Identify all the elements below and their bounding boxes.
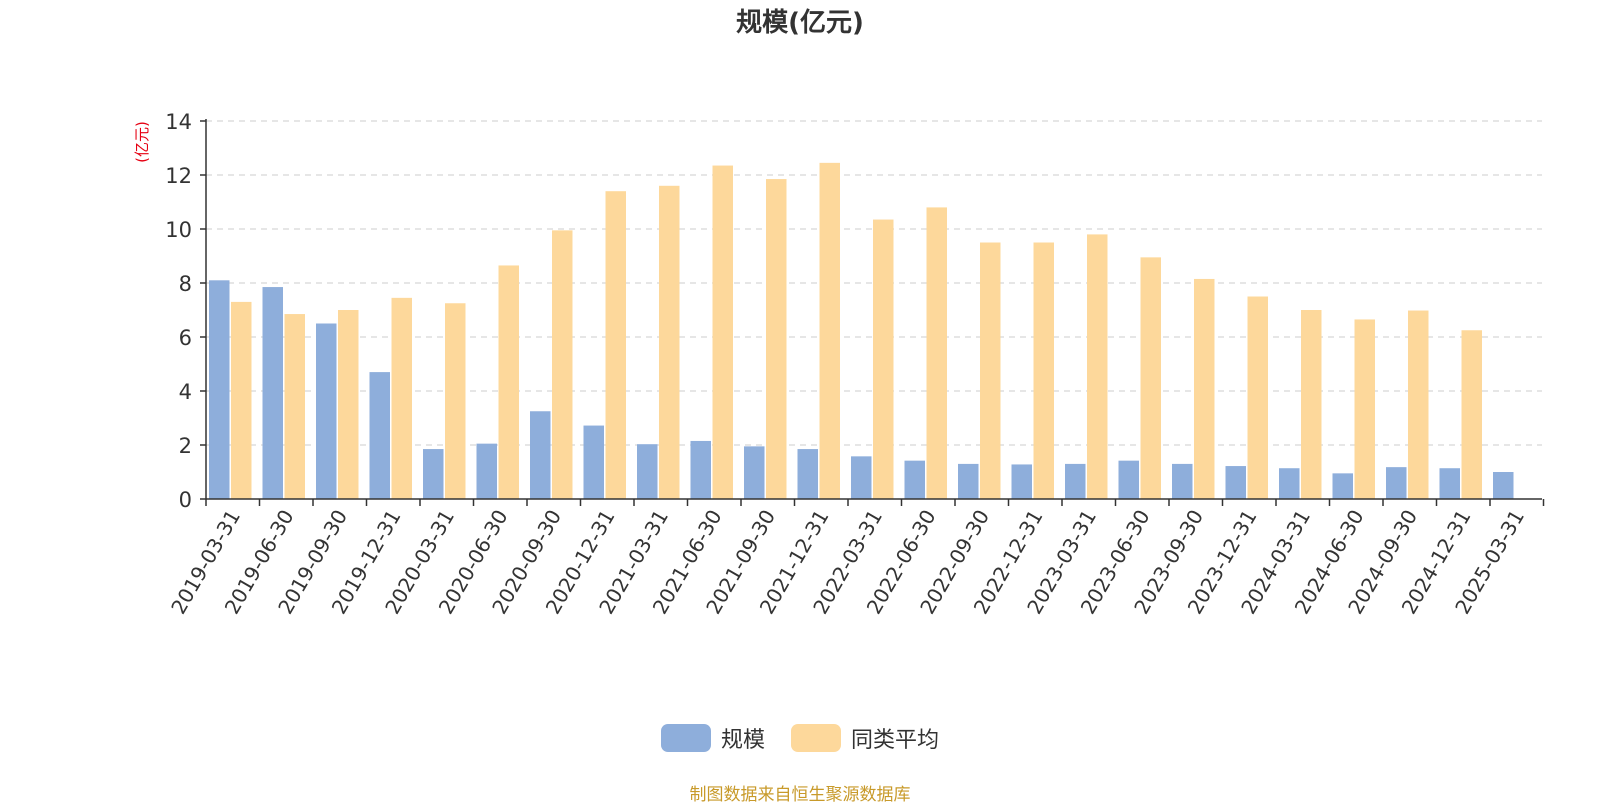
bar-scale	[1172, 463, 1193, 499]
bar-peer-average	[659, 185, 680, 500]
bar-scale	[1065, 463, 1086, 499]
legend-item-scale[interactable]: 规模	[660, 722, 765, 754]
bar-peer-average	[1301, 310, 1322, 499]
bar-scale	[904, 460, 925, 499]
bar-scale	[369, 372, 390, 499]
bar-peer-average	[819, 162, 840, 499]
bar-scale	[316, 323, 337, 499]
y-tick-label: 14	[165, 110, 192, 134]
y-tick-label: 6	[179, 326, 192, 350]
bar-scale	[1011, 464, 1032, 499]
bar-scale	[1225, 466, 1246, 499]
bar-scale	[423, 449, 444, 499]
bar-peer-average	[338, 310, 359, 499]
bar-peer-average	[605, 191, 626, 499]
bar-peer-average	[1461, 330, 1482, 499]
bar-peer-average	[445, 303, 466, 499]
bar-scale	[958, 463, 979, 499]
bar-peer-average	[552, 230, 573, 499]
y-tick-label: 8	[179, 272, 192, 296]
bar-scale	[1493, 472, 1514, 499]
source-note: 制图数据来自恒生聚源数据库	[689, 785, 911, 805]
y-tick-label: 10	[165, 218, 192, 242]
bar-peer-average	[284, 314, 305, 499]
y-tick-label: 4	[179, 380, 192, 404]
bar-scale	[530, 411, 551, 499]
axes: 024681012142019-03-312019-06-302019-09-3…	[165, 110, 1545, 618]
legend-swatch-peer-average	[791, 724, 841, 752]
legend-swatch-scale	[660, 724, 711, 752]
y-tick-label: 12	[165, 164, 192, 188]
legend: 规模 同类平均	[0, 722, 1600, 754]
legend-label-peer-average: 同类平均	[851, 728, 940, 753]
bar-peer-average	[1194, 278, 1215, 499]
y-axis-label: (亿元)	[133, 121, 151, 163]
bar-scale	[476, 443, 497, 499]
bar-scale	[262, 287, 283, 499]
bars	[209, 162, 1514, 500]
bar-scale	[797, 449, 818, 499]
bar-peer-average	[1354, 319, 1375, 499]
bar-scale	[583, 425, 604, 499]
y-tick-label: 2	[179, 434, 192, 458]
bar-scale	[1279, 468, 1300, 499]
y-tick-label: 0	[179, 488, 192, 512]
bar-peer-average	[1140, 257, 1161, 499]
bar-scale	[637, 444, 658, 499]
bar-scale	[851, 456, 872, 499]
bar-scale	[744, 446, 765, 499]
bar-peer-average	[1087, 234, 1108, 499]
legend-label-scale: 规模	[720, 728, 765, 753]
bar-scale	[1118, 460, 1139, 499]
bar-peer-average	[498, 265, 519, 499]
bar-peer-average	[1033, 242, 1054, 499]
bar-scale	[1386, 467, 1407, 499]
bar-peer-average	[980, 242, 1001, 499]
bar-peer-average	[926, 207, 947, 499]
bar-scale	[209, 280, 230, 499]
bar-peer-average	[1408, 310, 1429, 499]
bar-peer-average	[873, 219, 894, 500]
bar-peer-average	[712, 165, 733, 500]
bar-scale	[1332, 473, 1353, 499]
bar-peer-average	[766, 179, 787, 500]
bar-peer-average	[1247, 296, 1268, 499]
bar-scale	[1439, 468, 1460, 499]
legend-item-peer-average[interactable]: 同类平均	[791, 722, 939, 754]
chart-title: 规模(亿元)	[736, 8, 864, 38]
bar-peer-average	[391, 297, 412, 499]
bar-scale	[690, 440, 711, 499]
bar-peer-average	[231, 301, 252, 499]
